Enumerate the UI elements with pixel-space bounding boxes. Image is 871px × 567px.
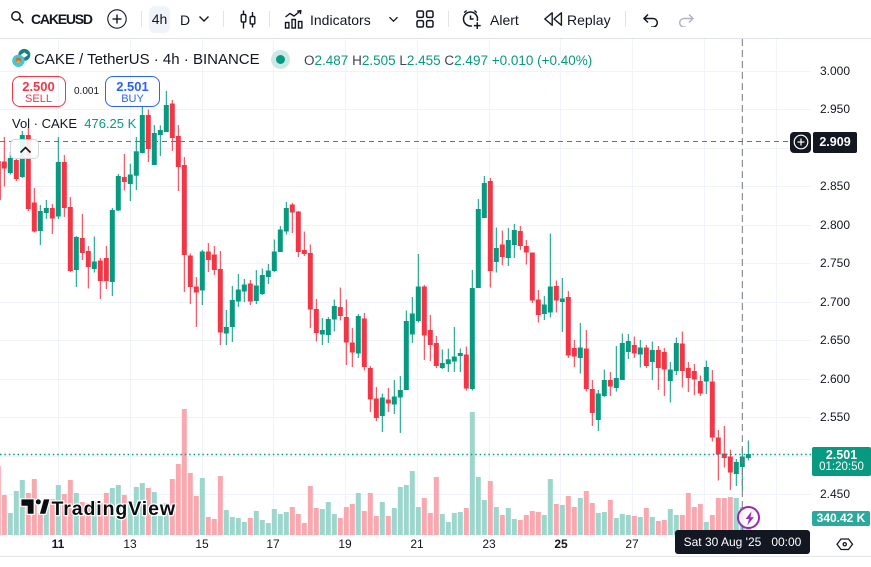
- svg-text:TradingView: TradingView: [52, 498, 176, 520]
